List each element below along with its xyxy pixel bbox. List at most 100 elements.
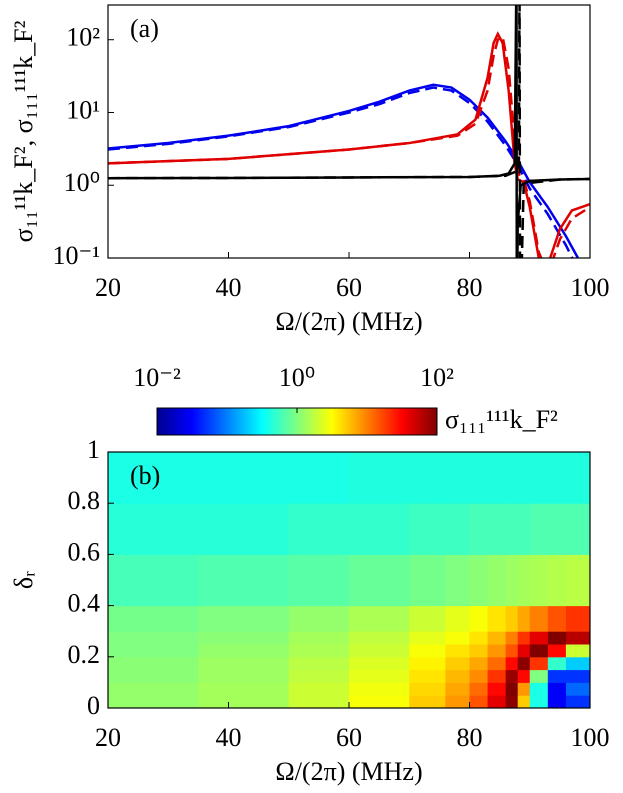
- heat-cell: [108, 452, 199, 504]
- heat-cell: [409, 452, 446, 504]
- heat-cell: [517, 503, 531, 555]
- x-tick-label: 20: [95, 723, 121, 752]
- heat-cell: [529, 554, 549, 607]
- heat-cell: [198, 656, 290, 671]
- heat-cell: [517, 554, 531, 607]
- heat-cell: [529, 605, 549, 632]
- y-tick-label: 10²: [66, 23, 100, 52]
- heat-cell: [409, 605, 446, 632]
- heat-cell: [198, 605, 290, 632]
- heat-cell: [288, 682, 350, 696]
- heat-cell: [547, 669, 567, 683]
- heat-cell: [288, 695, 350, 709]
- heat-cell: [565, 554, 591, 607]
- heat-cell: [565, 682, 591, 696]
- heat-cell: [565, 503, 591, 555]
- colorbar-label: σ₁₁₁¹¹¹k_F²: [445, 405, 558, 434]
- heat-cell: [288, 656, 350, 671]
- heat-cell: [469, 682, 489, 696]
- heat-cell: [565, 605, 591, 632]
- heat-cell: [529, 682, 549, 696]
- heat-cell: [517, 631, 531, 645]
- heat-cell: [349, 644, 410, 658]
- heat-cell: [198, 682, 290, 696]
- x-tick-label: 40: [216, 273, 242, 302]
- x-tick-label: 60: [336, 723, 362, 752]
- heat-cell: [529, 452, 549, 504]
- heat-cell: [409, 644, 446, 658]
- heat-cell: [288, 605, 350, 632]
- y-tick-label: 10⁰: [64, 168, 100, 197]
- heat-cell: [445, 605, 470, 632]
- heat-cell: [288, 669, 350, 683]
- heat-cell: [349, 554, 410, 607]
- heat-cell: [469, 452, 489, 504]
- heat-cell: [517, 682, 531, 696]
- heat-cell: [565, 656, 591, 671]
- heat-cell: [565, 631, 591, 645]
- heat-cell: [487, 554, 507, 607]
- heat-cell: [445, 695, 470, 709]
- heat-cell: [505, 669, 519, 683]
- heat-cell: [517, 695, 531, 709]
- series-line: [108, 31, 590, 258]
- heat-cell: [409, 682, 446, 696]
- y-tick-label: 0: [87, 691, 100, 720]
- colorbar-tick-label: 10⁰: [279, 363, 315, 392]
- heat-cell: [487, 452, 507, 504]
- heat-cell: [288, 644, 350, 658]
- y-tick-label: 0.2: [68, 640, 101, 669]
- series-line: [108, 83, 580, 258]
- heat-cell: [108, 656, 199, 671]
- heat-cell: [487, 656, 507, 671]
- heat-cell: [445, 554, 470, 607]
- heat-cell: [565, 644, 591, 658]
- heat-cell: [505, 503, 519, 555]
- heat-cell: [198, 644, 290, 658]
- colorbar-tick-label: 10⁻²: [133, 363, 181, 392]
- heat-cell: [445, 669, 470, 683]
- heat-cell: [469, 631, 489, 645]
- y-axis-label: δᵣ: [9, 571, 38, 589]
- heat-cell: [547, 503, 567, 555]
- heat-cell: [565, 695, 591, 709]
- heat-cell: [547, 644, 567, 658]
- x-tick-label: 100: [571, 273, 610, 302]
- heat-cell: [529, 695, 549, 709]
- heat-cell: [469, 644, 489, 658]
- panel-label: (b): [130, 461, 160, 490]
- heat-cell: [547, 682, 567, 696]
- heat-cell: [487, 669, 507, 683]
- heat-cell: [198, 631, 290, 645]
- heat-cell: [349, 631, 410, 645]
- x-tick-label: 80: [457, 723, 483, 752]
- heat-cell: [469, 669, 489, 683]
- heat-cell: [517, 656, 531, 671]
- heat-cell: [529, 631, 549, 645]
- heat-cell: [108, 695, 199, 709]
- heat-cell: [108, 503, 199, 555]
- x-axis-label: Ω/(2π) (MHz): [275, 757, 422, 786]
- heat-cell: [517, 669, 531, 683]
- heat-cell: [108, 644, 199, 658]
- series-group: [108, 5, 590, 258]
- heat-cell: [108, 554, 199, 607]
- heat-cell: [565, 452, 591, 504]
- heat-cell: [469, 605, 489, 632]
- panel-label: (a): [130, 14, 159, 43]
- heat-cell: [487, 631, 507, 645]
- heat-cell: [529, 656, 549, 671]
- heat-cell: [505, 644, 519, 658]
- heat-cell: [108, 682, 199, 696]
- heat-cell: [198, 695, 290, 709]
- heat-cell: [487, 682, 507, 696]
- heat-cell: [445, 503, 470, 555]
- heat-cell: [469, 554, 489, 607]
- heat-cell: [198, 669, 290, 683]
- y-tick-label: 0.4: [68, 589, 101, 618]
- y-axis-label: σ₁₁¹¹k_F², σ₁₁₁¹¹¹k_F²: [9, 20, 38, 242]
- y-tick-label: 1: [87, 435, 100, 464]
- heat-cell: [547, 695, 567, 709]
- series-line: [108, 34, 590, 258]
